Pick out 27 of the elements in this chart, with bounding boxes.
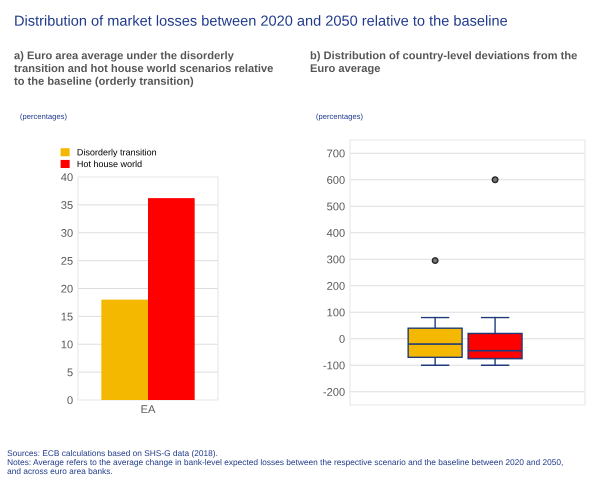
y-tick-label: 5 (67, 368, 73, 376)
y-tick-label: 200 (327, 282, 345, 290)
y-tick-label: 25 (61, 256, 73, 265)
y-tick-label: 400 (326, 229, 345, 237)
y-tick-label: 700 (327, 150, 345, 158)
y-tick-label: 10 (62, 340, 73, 348)
y-tick-label: 40 (61, 173, 73, 182)
text: Distribution of market losses between 2020 and 2050 relative to the baseline (15, 15, 508, 26)
legend-label: Hot house world (78, 160, 142, 168)
y-tick-label: 100 (327, 308, 345, 316)
y-tick-label: 30 (61, 229, 73, 237)
y-tick-label: 20 (61, 284, 73, 293)
y-tick-label: 35 (61, 201, 73, 210)
legend-label: Disorderly transition (78, 148, 156, 158)
y-tick-label: -200 (323, 388, 345, 396)
y-tick-label: 500 (327, 202, 345, 210)
chart-title: b) Distribution of country-level deviations from the Euro average (310, 51, 577, 74)
y-tick-label: 0 (339, 335, 345, 343)
y-tick-label: 600 (327, 176, 345, 184)
x-tick-label: EA (142, 405, 156, 413)
y-tick-label: 0 (67, 396, 73, 404)
y-tick-label: 300 (327, 256, 345, 264)
source-note: Sources: ECB calculations based on SHS-G data (2018). (7, 450, 218, 458)
text: Notes: Average refers to the average change in bank-level expected losses between the respective scenario and the baseline between 2020 and 2050, and across euro area banks. (7, 459, 563, 474)
y-tick-label: 15 (62, 312, 73, 321)
chart-subtitle: a) Euro area average under the disorderly transition and hot house world scenarios relative to the baseline (orderly transition) (14, 51, 273, 88)
y-tick-label: -100 (323, 362, 345, 370)
